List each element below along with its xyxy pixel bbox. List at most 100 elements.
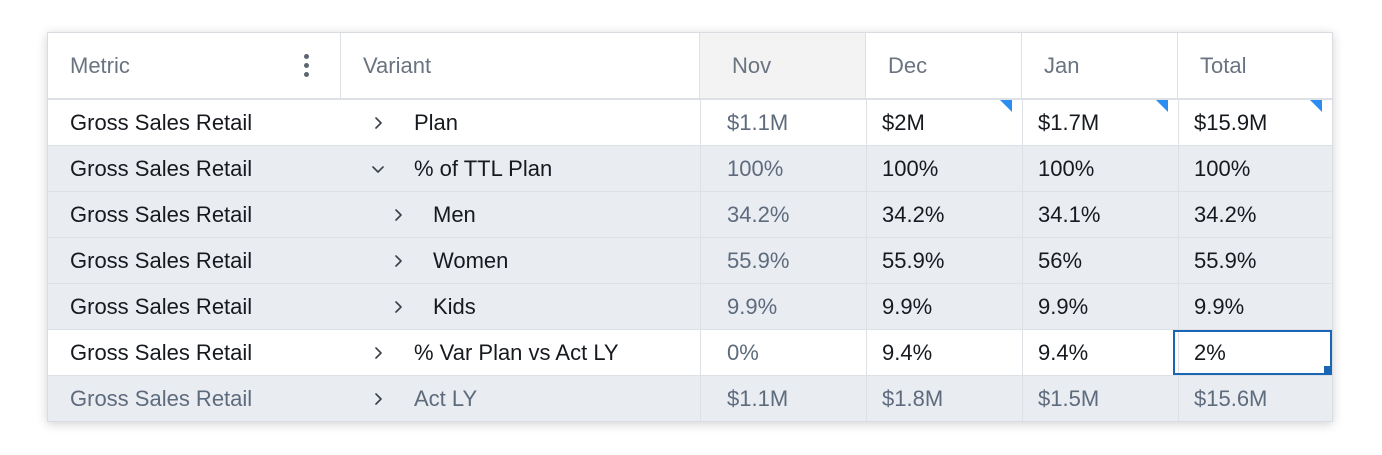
variant-cell[interactable]: Act LY — [414, 385, 478, 411]
column-divider — [1022, 284, 1023, 329]
variant-cell[interactable]: Men — [433, 201, 476, 227]
value-cell[interactable]: 34.1% — [1038, 201, 1101, 227]
chevron-right-icon[interactable] — [390, 207, 406, 223]
header-total[interactable]: Total — [1178, 33, 1332, 98]
value-cell[interactable]: 34.2% — [882, 201, 945, 227]
value-cell[interactable]: $1.1M — [727, 385, 789, 411]
variant-cell[interactable]: % Var Plan vs Act LY — [414, 339, 619, 365]
chevron-right-icon[interactable] — [370, 391, 386, 407]
value-cell[interactable]: $15.9M — [1194, 109, 1268, 135]
metric-cell[interactable]: Gross Sales Retail — [70, 247, 253, 273]
header-metric[interactable]: Metric — [48, 33, 341, 98]
value-cell[interactable]: 9.4% — [1038, 339, 1089, 365]
column-divider — [1178, 146, 1179, 191]
column-divider — [1022, 238, 1023, 283]
column-divider — [700, 376, 701, 421]
column-divider — [1178, 284, 1179, 329]
column-divider — [1178, 376, 1179, 421]
variant-cell[interactable]: Plan — [414, 109, 459, 135]
column-divider — [866, 376, 867, 421]
value-cell[interactable]: 100% — [882, 155, 939, 181]
header-dec[interactable]: Dec — [866, 33, 1022, 98]
value-cell[interactable]: 55.9% — [882, 247, 945, 273]
edited-cell-flag-icon — [1310, 100, 1322, 112]
column-divider — [1022, 192, 1023, 237]
grid-header: Metric Variant Nov Dec Jan Total — [48, 33, 1332, 100]
chevron-right-icon[interactable] — [370, 115, 386, 131]
edited-cell-flag-icon — [1156, 100, 1168, 112]
metric-cell[interactable]: Gross Sales Retail — [70, 201, 253, 227]
variant-cell[interactable]: Women — [433, 247, 509, 273]
chevron-right-icon[interactable] — [370, 345, 386, 361]
table-row: Gross Sales Retail Men 34.2% 34.2% 34.1% 34.2… — [48, 192, 1332, 238]
header-variant-label: Variant — [363, 52, 432, 78]
value-cell[interactable]: 55.9% — [727, 247, 790, 273]
metric-cell[interactable]: Gross Sales Retail — [70, 293, 253, 319]
variant-cell[interactable]: Kids — [433, 293, 476, 319]
value-cell[interactable]: 9.9% — [1194, 293, 1245, 319]
metric-cell[interactable]: Gross Sales Retail — [70, 385, 253, 411]
metric-cell[interactable]: Gross Sales Retail — [70, 155, 253, 181]
header-dec-label: Dec — [888, 52, 928, 78]
table-row: Gross Sales Retail % of TTL Plan 100% 100% 1… — [48, 146, 1332, 192]
chevron-right-icon[interactable] — [390, 299, 406, 315]
column-divider — [866, 192, 867, 237]
chevron-down-icon[interactable] — [370, 161, 386, 177]
column-divider — [866, 330, 867, 375]
column-divider — [700, 238, 701, 283]
value-cell[interactable]: 9.9% — [1038, 293, 1089, 319]
column-divider — [700, 330, 701, 375]
kebab-menu-icon[interactable] — [302, 54, 310, 78]
value-cell[interactable]: 9.4% — [882, 339, 933, 365]
value-cell[interactable]: $1.8M — [882, 385, 944, 411]
table-row: Gross Sales Retail Kids 9.9% 9.9% 9.9% 9.9% — [48, 284, 1332, 330]
value-cell[interactable]: 100% — [727, 155, 784, 181]
variant-cell[interactable]: % of TTL Plan — [414, 155, 553, 181]
column-divider — [700, 100, 701, 145]
column-divider — [1178, 330, 1179, 375]
column-divider — [700, 146, 701, 191]
value-cell[interactable]: 9.9% — [727, 293, 778, 319]
header-jan-label: Jan — [1044, 52, 1080, 78]
column-divider — [1022, 376, 1023, 421]
table-row: Gross Sales Retail % Var Plan vs Act LY 0%… — [48, 330, 1332, 376]
column-divider — [866, 284, 867, 329]
value-cell[interactable]: 34.2% — [727, 201, 790, 227]
value-cell[interactable]: 34.2% — [1194, 201, 1257, 227]
header-metric-label: Metric — [70, 52, 130, 78]
column-divider — [866, 238, 867, 283]
header-nov[interactable]: Nov — [700, 33, 866, 98]
header-jan[interactable]: Jan — [1022, 33, 1178, 98]
header-variant[interactable]: Variant — [341, 33, 700, 98]
value-cell[interactable]: 2% — [1194, 339, 1226, 365]
chevron-right-icon[interactable] — [390, 253, 406, 269]
value-cell[interactable]: $1.5M — [1038, 385, 1100, 411]
value-cell[interactable]: 55.9% — [1194, 247, 1257, 273]
value-cell[interactable]: 100% — [1038, 155, 1095, 181]
value-cell[interactable]: $1.7M — [1038, 109, 1100, 135]
metric-cell[interactable]: Gross Sales Retail — [70, 339, 253, 365]
column-divider — [1178, 238, 1179, 283]
table-row: Gross Sales Retail Women 55.9% 55.9% 56% 55.9… — [48, 238, 1332, 284]
edited-cell-flag-icon — [1000, 100, 1012, 112]
column-divider — [1178, 100, 1179, 145]
value-cell[interactable]: 0% — [727, 339, 759, 365]
column-divider — [700, 192, 701, 237]
fill-handle[interactable] — [1324, 366, 1332, 374]
column-divider — [866, 146, 867, 191]
column-divider — [700, 284, 701, 329]
column-divider — [1178, 192, 1179, 237]
header-nov-label: Nov — [732, 52, 772, 78]
column-divider — [1022, 330, 1023, 375]
value-cell[interactable]: 56% — [1038, 247, 1083, 273]
table-row: Gross Sales Retail Plan $1.1M $2M $1.7M $15.9… — [48, 100, 1332, 146]
selected-cell-outline — [1173, 330, 1332, 375]
value-cell[interactable]: $1.1M — [727, 109, 789, 135]
value-cell[interactable]: $2M — [882, 109, 925, 135]
value-cell[interactable]: 100% — [1194, 155, 1251, 181]
planning-grid: Metric Variant Nov Dec Jan Total Gross S… — [47, 32, 1333, 422]
metric-cell[interactable]: Gross Sales Retail — [70, 109, 253, 135]
column-divider — [1022, 146, 1023, 191]
value-cell[interactable]: $15.6M — [1194, 385, 1268, 411]
value-cell[interactable]: 9.9% — [882, 293, 933, 319]
